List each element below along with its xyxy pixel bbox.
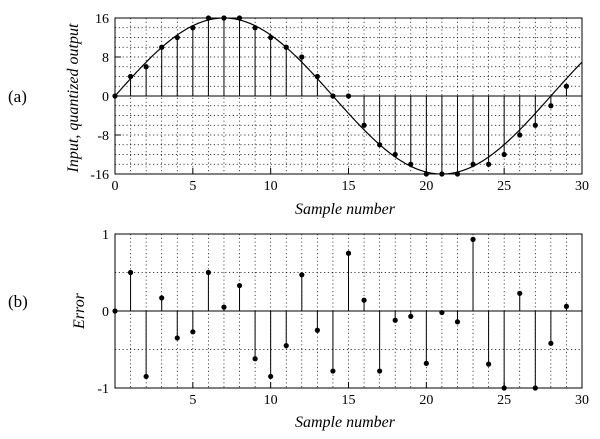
a-x-tick-label: 30 [575, 179, 589, 194]
dots-b [112, 236, 570, 391]
a-y-tick-label: 8 [102, 51, 109, 66]
a-point [470, 161, 476, 167]
b-x-tick-label: 20 [419, 393, 433, 408]
y-axis-label-a: Input, quantized output [65, 23, 82, 173]
b-point [299, 272, 305, 278]
b-point [454, 319, 461, 325]
a-x-tick-label: 5 [189, 179, 196, 194]
a-point [361, 122, 367, 128]
b-point [392, 317, 398, 323]
a-y-tick-label: 0 [102, 90, 109, 105]
a-y-tick-label: -8 [97, 129, 109, 144]
b-point [486, 361, 492, 367]
stems-b [130, 239, 567, 388]
b-x-tick-label: 25 [497, 393, 511, 408]
panel-a: 0 5 10 15 20 25 30 -16 -8 0 8 16 (a) Input, quantiz… [8, 12, 589, 218]
a-x-tick-label: 0 [112, 179, 119, 194]
b-point [190, 329, 196, 335]
b-point [283, 343, 289, 349]
b-point [330, 368, 336, 374]
panel-tag-a: (a) [8, 87, 27, 106]
a-x-tick-label: 20 [419, 179, 433, 194]
x-axis-label-a: Sample number [295, 201, 396, 218]
a-point [330, 93, 336, 99]
panel-b: 5 10 15 20 25 30 -1 0 1 (b) Error Sample number [8, 228, 589, 431]
b-x-tick-label: 15 [342, 393, 356, 408]
b-point [252, 356, 258, 362]
a-point [314, 73, 320, 80]
a-point [190, 25, 196, 31]
x-axis-label-b: Sample number [295, 414, 396, 431]
a-point [517, 132, 523, 138]
a-point [174, 34, 180, 41]
b-point [345, 250, 352, 256]
b-point [563, 303, 570, 309]
b-point [221, 304, 227, 310]
b-point [470, 236, 476, 242]
b-y-tick-label: 1 [102, 228, 109, 243]
y-axis-label-b: Error [71, 292, 88, 330]
a-point [377, 142, 383, 148]
b-point [517, 290, 523, 296]
a-point [392, 151, 398, 158]
b-y-tick-label: -1 [97, 382, 109, 397]
a-point [563, 83, 570, 89]
a-y-tick-label: -16 [90, 168, 109, 183]
b-point [127, 269, 134, 276]
b-point [377, 368, 383, 374]
b-point [236, 282, 243, 289]
ticks-b: 5 10 15 20 25 30 -1 0 1 [97, 228, 589, 408]
a-point [532, 122, 538, 128]
panel-tag-b: (b) [8, 292, 28, 311]
a-point [159, 44, 165, 50]
b-y-tick-label: 0 [102, 305, 109, 320]
stems-a [130, 18, 567, 174]
b-point [268, 373, 274, 380]
a-point [252, 25, 258, 31]
b-point [423, 360, 429, 366]
b-x-tick-label: 5 [189, 393, 196, 408]
b-point [205, 269, 211, 276]
a-point [299, 54, 305, 60]
a-point [127, 73, 134, 80]
a-x-tick-label: 10 [264, 179, 278, 194]
a-point [486, 161, 492, 167]
b-point [174, 335, 180, 341]
b-point [143, 373, 149, 380]
b-x-tick-label: 30 [575, 393, 589, 408]
a-point [283, 44, 289, 50]
a-x-tick-label: 25 [497, 179, 511, 194]
a-point [345, 93, 352, 99]
b-point [159, 295, 165, 301]
a-point [143, 64, 149, 70]
b-point [548, 340, 554, 346]
b-point [361, 297, 367, 303]
ticks-a: 0 5 10 15 20 25 30 -16 -8 0 8 16 [90, 12, 589, 194]
a-point [408, 161, 414, 167]
a-point [501, 151, 507, 158]
b-point [439, 309, 445, 316]
a-point [268, 34, 274, 41]
b-x-tick-label: 10 [264, 393, 278, 408]
b-point [314, 327, 320, 333]
a-y-tick-label: 16 [95, 12, 109, 27]
b-point [408, 313, 414, 319]
a-point [548, 103, 554, 109]
a-x-tick-label: 15 [342, 179, 356, 194]
